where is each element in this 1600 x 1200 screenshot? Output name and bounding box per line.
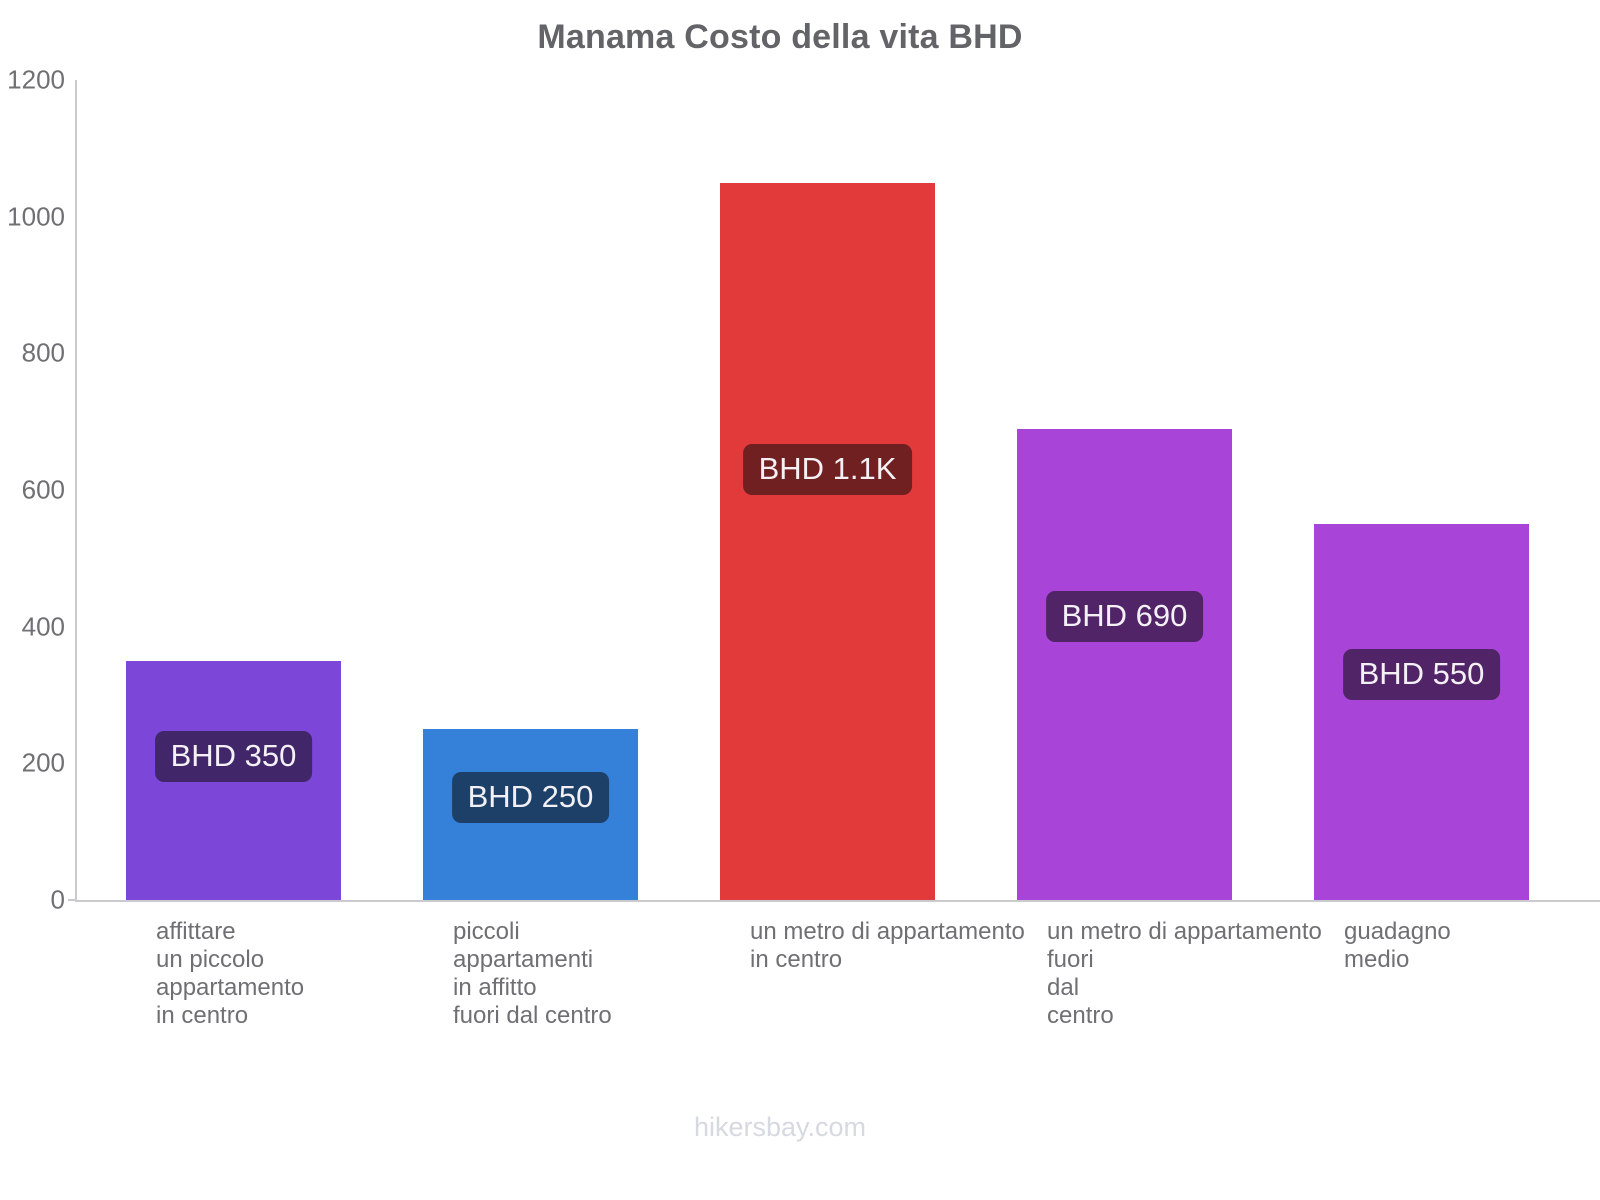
- y-axis-tick-label: 1200: [7, 64, 65, 95]
- bar-value-label: BHD 550: [1342, 648, 1501, 700]
- x-axis-label-line: un piccolo: [156, 946, 265, 974]
- bar-affittare-piccolo-appartamento-centro[interactable]: BHD 350: [126, 660, 341, 900]
- y-axis-tick-label: 200: [21, 747, 65, 778]
- x-axis-label-2: piccoli appartamenti in affitto fuori dal c…: [453, 918, 612, 1030]
- x-axis-line: [75, 900, 1600, 902]
- y-axis-tick-mark: [68, 899, 76, 901]
- bar-piccoli-appartamenti-fuori-centro[interactable]: BHD 250: [423, 729, 638, 900]
- bar-guadagno-medio[interactable]: BHD 550: [1314, 524, 1529, 900]
- plot-area: BHD 350 BHD 250 BHD 1.1K BHD 690 BHD 550: [75, 80, 1535, 900]
- x-axis-label-5: guadagno medio: [1344, 918, 1451, 974]
- bar-metro-appartamento-fuori-centro[interactable]: BHD 690: [1017, 428, 1232, 900]
- x-axis-label-line: fuori: [1047, 946, 1094, 974]
- watermark: hikersbay.com: [693, 1112, 867, 1142]
- x-axis-label-line: appartamenti: [453, 946, 594, 974]
- page-title: Manama Costo della vita BHD: [537, 18, 1023, 56]
- x-axis-label-line: guadagno: [1344, 918, 1451, 945]
- bar-value-label: BHD 690: [1045, 591, 1204, 643]
- x-axis-label-line: un metro di appartamento: [1047, 918, 1322, 945]
- x-axis-label-line: dal: [1047, 974, 1080, 1002]
- bar-value-label: BHD 1.1K: [742, 443, 913, 495]
- bar-metro-appartamento-centro[interactable]: BHD 1.1K: [720, 182, 935, 900]
- y-axis-tick-label: 800: [21, 337, 65, 368]
- x-axis-label-line: medio: [1344, 946, 1410, 974]
- bar-value-label: BHD 350: [154, 730, 313, 782]
- x-axis-label-4: un metro di appartamento fuori dal centro: [1047, 918, 1322, 1030]
- x-axis-label-line: in centro: [156, 1002, 249, 1030]
- y-axis-tick-label: 400: [21, 611, 65, 642]
- x-axis-label-line: in affitto: [453, 974, 537, 1002]
- x-axis-label-line: appartamento: [156, 974, 305, 1002]
- x-axis-label-line: fuori dal centro: [453, 1002, 612, 1030]
- y-axis-tick-label: 600: [21, 474, 65, 505]
- x-axis-label-line: affittare: [156, 918, 236, 945]
- x-axis-label-line: piccoli: [453, 918, 520, 945]
- x-axis-label-line: un metro di appartamento: [750, 918, 1025, 945]
- x-axis-label-1: affittare un piccolo appartamento in centro: [156, 918, 304, 1030]
- x-axis-label-line: centro: [1047, 1002, 1114, 1030]
- y-axis-tick-label: 1000: [7, 201, 65, 232]
- y-axis-tick-label: 0: [50, 884, 65, 915]
- x-axis-label-3: un metro di appartamento in centro: [750, 918, 1025, 974]
- bar-value-label: BHD 250: [451, 771, 610, 823]
- y-axis-line: [75, 80, 77, 902]
- x-axis-label-line: in centro: [750, 946, 843, 974]
